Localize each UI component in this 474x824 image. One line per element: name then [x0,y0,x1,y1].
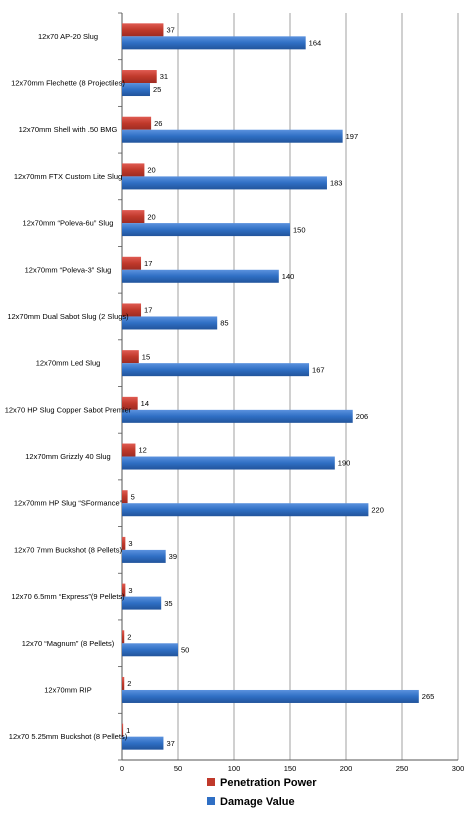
damage-bar [122,643,178,657]
category-label: 12x70 7mm Buckshot (8 Pellets) [14,545,122,554]
category-label: 12x70 HP Slug Copper Sabot Premier [5,405,132,414]
damage-bar [122,223,290,237]
category-label: 12x70 5.25mm Buckshot (8 Pellets) [9,732,128,741]
penetration-bar [122,256,142,270]
damage-bar [122,409,353,423]
category-label: 12x70mm RIP [44,685,92,694]
category-label: 12x70mm “Poleva-6u” Slug [23,219,114,228]
penetration-value-label: 14 [141,399,149,408]
penetration-bar [122,723,124,737]
penetration-value-label: 37 [166,26,174,35]
category-label: 12x70mm FTX Custom Lite Slug [14,172,122,181]
penetration-bar [122,630,125,644]
damage-bar [122,456,335,470]
damage-value-label: 265 [422,692,435,701]
damage-value-label: 220 [371,505,384,514]
x-tick-label: 300 [452,764,465,773]
category-label: 12x70mm Grizzly 40 Slug [25,452,110,461]
damage-value-label: 85 [220,319,228,328]
penetration-value-label: 12 [138,446,146,455]
x-tick-label: 250 [396,764,409,773]
penetration-bar [122,163,145,177]
legend-swatch [207,797,215,805]
damage-bar [122,689,419,703]
penetration-bar [122,303,142,317]
x-tick-label: 100 [228,764,241,773]
penetration-value-label: 26 [154,119,162,128]
category-label: 12x70mm Flechette (8 Projectiles) [11,79,125,88]
legend-swatch [207,778,215,786]
damage-value-label: 140 [282,272,295,281]
penetration-bar [122,350,139,364]
penetration-bar [122,396,138,410]
legend-label: Damage Value [220,796,295,808]
x-tick-label: 50 [174,764,182,773]
penetration-value-label: 20 [147,212,155,221]
damage-value-label: 150 [293,225,306,234]
category-label: 12x70mm “Poleva-3” Slug [25,265,112,274]
penetration-bar [122,23,164,37]
category-label: 12x70mm HP Slug “SFormance” [14,499,123,508]
damage-bar [122,176,327,190]
penetration-bar [122,116,152,130]
penetration-bar [122,70,157,84]
penetration-bar [122,443,136,457]
penetration-bar [122,210,145,224]
penetration-value-label: 2 [127,679,131,688]
category-label: 12x70 AP-20 Slug [38,32,98,41]
damage-value-label: 35 [164,599,172,608]
penetration-value-label: 3 [128,539,132,548]
damage-value-label: 37 [166,739,174,748]
category-label: 12x70 6.5mm “Express”(9 Pellets) [11,592,125,601]
damage-value-label: 167 [312,365,325,374]
damage-bar [122,129,343,143]
penetration-bar [122,583,126,597]
x-tick-label: 200 [340,764,353,773]
damage-value-label: 206 [356,412,369,421]
penetration-value-label: 15 [142,352,150,361]
damage-value-label: 25 [153,85,161,94]
legend-label: Penetration Power [220,777,317,789]
bars [122,23,419,750]
damage-bar [122,83,150,97]
damage-bar [122,363,310,377]
penetration-bar [122,490,128,504]
penetration-value-label: 5 [131,492,135,501]
penetration-value-label: 17 [144,259,152,268]
damage-bar [122,269,279,283]
x-tick-label: 0 [120,764,124,773]
penetration-bar [122,536,126,550]
penetration-value-label: 2 [127,632,131,641]
penetration-value-label: 31 [160,72,168,81]
category-label: 12x70mm Shell with .50 BMG [19,125,118,134]
penetration-value-label: 17 [144,306,152,315]
damage-bar [122,36,306,50]
penetration-bar [122,676,125,690]
damage-bar [122,596,162,610]
damage-value-label: 190 [338,459,351,468]
damage-bar [122,316,218,330]
penetration-value-label: 3 [128,586,132,595]
category-label: 12x70mm Led Slug [36,359,101,368]
damage-value-label: 197 [346,132,359,141]
damage-value-label: 50 [181,645,189,654]
legend: Penetration Power Damage Value [207,777,317,808]
damage-value-label: 183 [330,179,343,188]
category-label: 12x70 “Magnum” (8 Pellets) [22,639,115,648]
damage-bar [122,549,166,563]
category-label: 12x70mm Dual Sabot Slug (2 Slugs) [7,312,129,321]
x-tick-label: 150 [284,764,297,773]
penetration-value-label: 1 [126,726,130,735]
damage-value-label: 39 [169,552,177,561]
damage-bar [122,736,164,750]
damage-value-label: 164 [309,39,322,48]
penetration-value-label: 20 [147,166,155,175]
damage-bar [122,503,369,517]
